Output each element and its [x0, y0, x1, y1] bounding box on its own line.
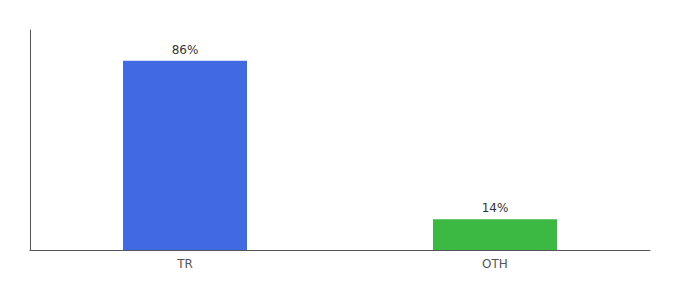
svg-text:86%: 86%: [172, 43, 199, 57]
svg-text:TR: TR: [176, 257, 193, 271]
svg-text:OTH: OTH: [482, 257, 508, 271]
svg-text:14%: 14%: [482, 201, 509, 215]
